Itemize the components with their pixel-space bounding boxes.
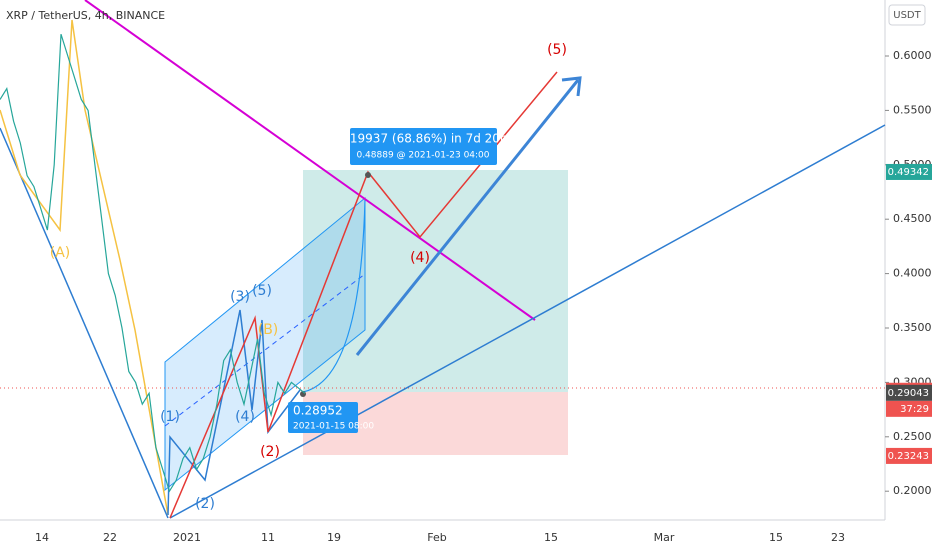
time-tick-label: 19 xyxy=(327,531,341,544)
wave-label: (2) xyxy=(195,496,215,512)
abc-wave xyxy=(0,19,169,516)
wave-label: (2) xyxy=(260,444,280,460)
time-tick-label: 15 xyxy=(544,531,558,544)
time-tick-label: 2021 xyxy=(173,531,201,544)
time-tick-label: 11 xyxy=(261,531,275,544)
symbol-title: XRP / TetherUS, 4h, BINANCE xyxy=(6,9,165,22)
target-arrow xyxy=(355,79,580,356)
time-tick-label: 23 xyxy=(831,531,845,544)
wave-label: (1) xyxy=(160,409,180,425)
currency-button[interactable] xyxy=(888,4,926,26)
wave-label: (5) xyxy=(547,42,567,58)
price-badge-label: 0.23243 xyxy=(888,451,929,462)
projection-wave xyxy=(169,71,558,519)
trend-line xyxy=(0,127,169,519)
price-badge-label: 0.29043 xyxy=(888,388,929,399)
channel-midline xyxy=(164,273,366,427)
time-tick-label: 15 xyxy=(769,531,783,544)
arrow-head xyxy=(561,76,582,97)
price-badge xyxy=(886,163,932,180)
wave-label: (A) xyxy=(50,245,71,261)
measure-text: 0.19937 (68.86%) in 7d 20h xyxy=(338,132,507,146)
currency-label[interactable]: USDT xyxy=(893,10,921,21)
price-badge-label: 37:29 xyxy=(900,404,929,415)
time-tick-label: 22 xyxy=(103,531,117,544)
price-badge xyxy=(886,447,932,464)
curve xyxy=(302,199,366,393)
start-time: 2021-01-15 08:00 xyxy=(293,422,374,432)
wave-label: (B) xyxy=(258,322,279,338)
wave-label: (3) xyxy=(230,289,250,305)
wave-label: (4) xyxy=(235,409,255,425)
start-box xyxy=(288,402,358,433)
wave-label: (5) xyxy=(252,283,272,299)
measure-point xyxy=(365,172,371,178)
price-line xyxy=(0,34,306,493)
measure-sub: 0.48889 @ 2021-01-23 04:00 xyxy=(356,151,489,161)
profit-zone xyxy=(303,170,568,392)
time-tick-label: Feb xyxy=(427,531,446,544)
price-badge xyxy=(886,384,932,401)
price-badge xyxy=(886,400,932,417)
trend-line xyxy=(169,124,886,519)
price-badge-label: 0.49342 xyxy=(888,167,929,178)
trend-line xyxy=(84,0,536,321)
impulse-wave xyxy=(167,309,301,516)
wave-label: (4) xyxy=(410,250,430,266)
time-tick-label: 14 xyxy=(35,531,49,544)
channel xyxy=(164,196,366,492)
measure-box xyxy=(350,128,497,165)
start-price: 0.28952 xyxy=(293,404,343,418)
time-tick-label: Mar xyxy=(654,531,675,544)
